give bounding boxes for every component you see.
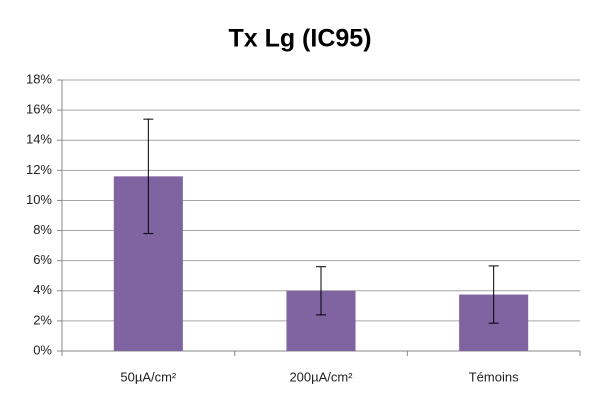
error-bar [143, 118, 154, 235]
error-bar [316, 266, 326, 316]
error-bar [488, 265, 499, 324]
y-tick-label: 12% [26, 162, 52, 177]
y-tick-label: 2% [33, 312, 52, 327]
x-tick-label: 200µA/cm² [289, 369, 353, 384]
y-tick-label: 16% [26, 102, 52, 117]
chart-title: Tx Lg (IC95) [228, 25, 371, 53]
y-tick-label: 14% [26, 132, 52, 147]
y-tick-label: 0% [33, 342, 52, 357]
x-tick-label: Témoins [469, 369, 519, 384]
x-tick-label: 50µA/cm² [120, 369, 177, 384]
y-tick-label: 10% [26, 192, 52, 207]
y-tick-label: 8% [33, 222, 52, 237]
y-tick-label: 6% [33, 252, 52, 267]
y-tick-label: 4% [33, 282, 52, 297]
y-tick-label: 18% [26, 71, 52, 86]
